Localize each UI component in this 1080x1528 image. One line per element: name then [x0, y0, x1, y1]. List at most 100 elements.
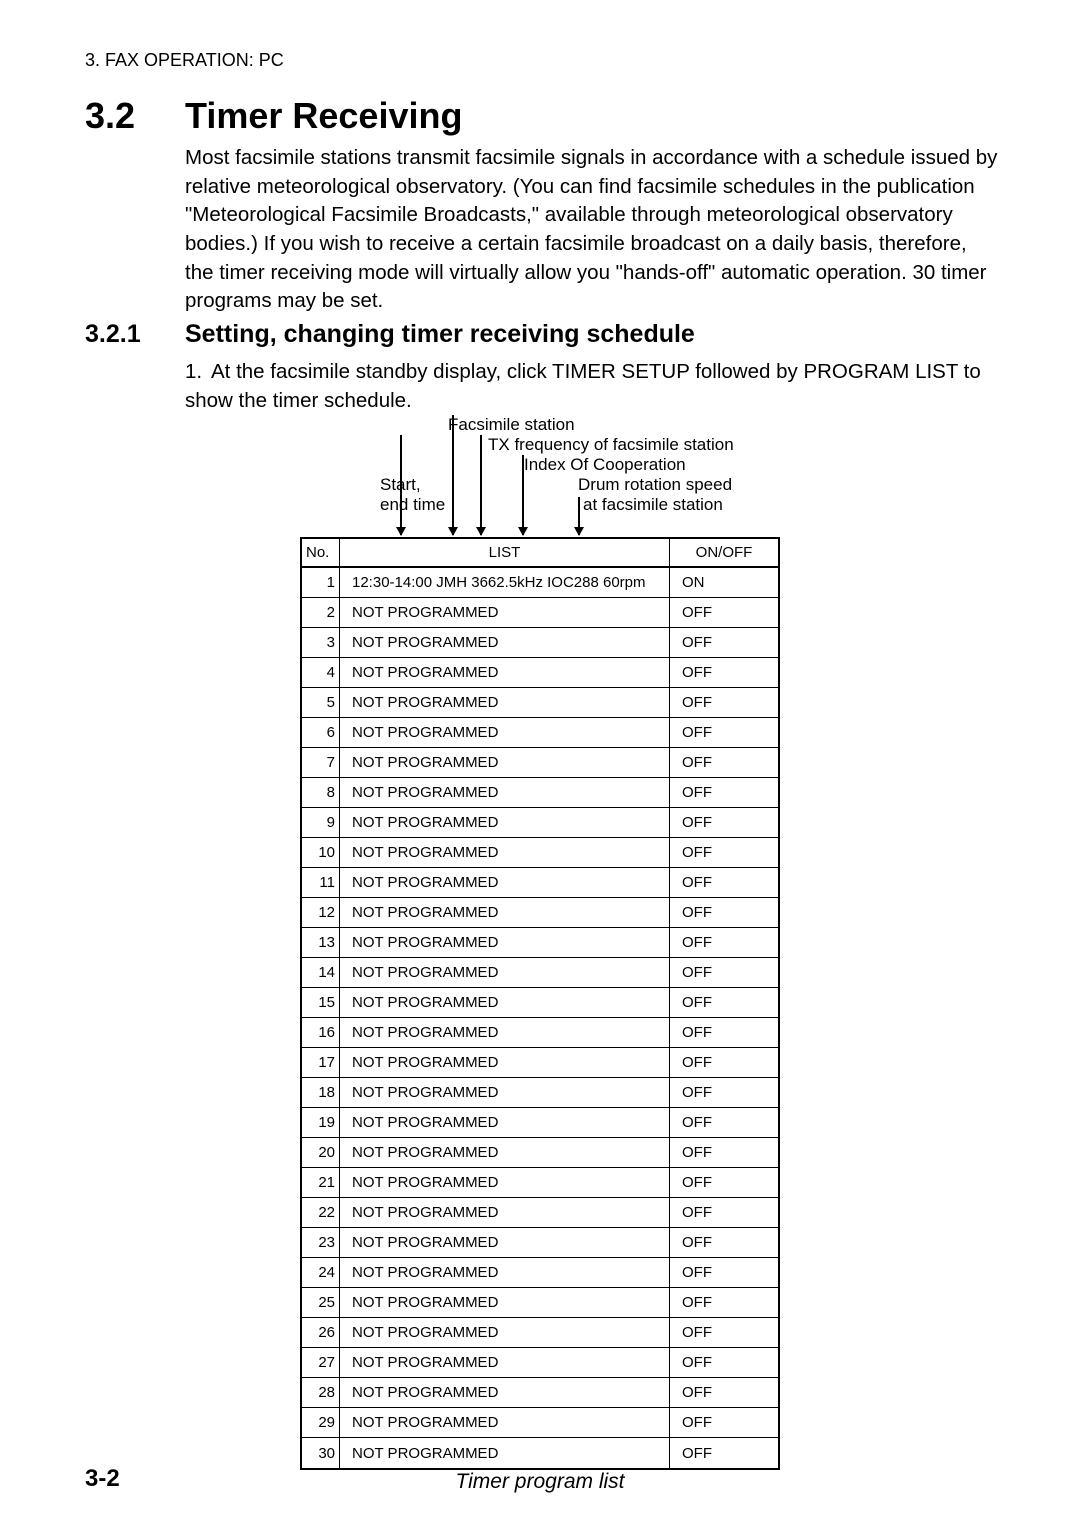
- cell-list: NOT PROGRAMMED: [340, 658, 670, 687]
- cell-list: NOT PROGRAMMED: [340, 1228, 670, 1257]
- table-row: 14NOT PROGRAMMEDOFF: [302, 958, 778, 988]
- cell-no: 26: [302, 1318, 340, 1347]
- arrow-down-icon: [400, 435, 402, 535]
- cell-no: 24: [302, 1258, 340, 1287]
- intro-paragraph: Most facsimile stations transmit facsimi…: [185, 144, 1000, 316]
- cell-no: 29: [302, 1408, 340, 1437]
- cell-list: NOT PROGRAMMED: [340, 1318, 670, 1347]
- cell-no: 30: [302, 1438, 340, 1468]
- cell-list: NOT PROGRAMMED: [340, 1108, 670, 1137]
- cell-no: 11: [302, 868, 340, 897]
- cell-list: NOT PROGRAMMED: [340, 748, 670, 777]
- cell-list: NOT PROGRAMMED: [340, 1258, 670, 1287]
- table-header-row: No. LIST ON/OFF: [302, 539, 778, 568]
- table-row: 18NOT PROGRAMMEDOFF: [302, 1078, 778, 1108]
- cell-onoff: OFF: [670, 808, 778, 837]
- table-row: 16NOT PROGRAMMEDOFF: [302, 1018, 778, 1048]
- cell-no: 12: [302, 898, 340, 927]
- arrow-down-icon: [480, 435, 482, 535]
- cell-list: 12:30-14:00 JMH 3662.5kHz IOC288 60rpm: [340, 568, 670, 597]
- cell-onoff: OFF: [670, 748, 778, 777]
- cell-list: NOT PROGRAMMED: [340, 838, 670, 867]
- cell-no: 10: [302, 838, 340, 867]
- label-end-time: end time: [380, 495, 445, 515]
- cell-list: NOT PROGRAMMED: [340, 1168, 670, 1197]
- cell-list: NOT PROGRAMMED: [340, 1078, 670, 1107]
- cell-no: 14: [302, 958, 340, 987]
- header-list: LIST: [340, 539, 670, 566]
- cell-onoff: OFF: [670, 1408, 778, 1437]
- cell-onoff: OFF: [670, 1198, 778, 1227]
- cell-no: 8: [302, 778, 340, 807]
- cell-no: 5: [302, 688, 340, 717]
- table-row: 28NOT PROGRAMMEDOFF: [302, 1378, 778, 1408]
- label-facsimile-station: Facsimile station: [448, 415, 575, 435]
- step-1-text: At the facsimile standby display, click …: [185, 360, 981, 412]
- table-row: 27NOT PROGRAMMEDOFF: [302, 1348, 778, 1378]
- table-row: 24NOT PROGRAMMEDOFF: [302, 1258, 778, 1288]
- cell-onoff: OFF: [670, 598, 778, 627]
- table-row: 7NOT PROGRAMMEDOFF: [302, 748, 778, 778]
- cell-no: 19: [302, 1108, 340, 1137]
- step-1: 1.At the facsimile standby display, clic…: [185, 358, 1000, 415]
- cell-no: 4: [302, 658, 340, 687]
- cell-list: NOT PROGRAMMED: [340, 598, 670, 627]
- cell-list: NOT PROGRAMMED: [340, 778, 670, 807]
- cell-no: 13: [302, 928, 340, 957]
- cell-no: 1: [302, 568, 340, 597]
- cell-list: NOT PROGRAMMED: [340, 928, 670, 957]
- table-row: 20NOT PROGRAMMEDOFF: [302, 1138, 778, 1168]
- cell-onoff: OFF: [670, 1168, 778, 1197]
- cell-no: 17: [302, 1048, 340, 1077]
- cell-list: NOT PROGRAMMED: [340, 1138, 670, 1167]
- arrow-down-icon: [522, 455, 524, 535]
- cell-onoff: OFF: [670, 898, 778, 927]
- label-at-facsimile: at facsimile station: [583, 495, 723, 515]
- cell-list: NOT PROGRAMMED: [340, 1048, 670, 1077]
- cell-no: 6: [302, 718, 340, 747]
- table-row: 17NOT PROGRAMMEDOFF: [302, 1048, 778, 1078]
- cell-onoff: OFF: [670, 988, 778, 1017]
- table-row: 22NOT PROGRAMMEDOFF: [302, 1198, 778, 1228]
- cell-list: NOT PROGRAMMED: [340, 688, 670, 717]
- table-row: 9NOT PROGRAMMEDOFF: [302, 808, 778, 838]
- cell-no: 27: [302, 1348, 340, 1377]
- table-row: 21NOT PROGRAMMEDOFF: [302, 1168, 778, 1198]
- cell-onoff: OFF: [670, 1348, 778, 1377]
- page-header: 3. FAX OPERATION: PC: [85, 50, 284, 71]
- timer-program-table: No. LIST ON/OFF 112:30-14:00 JMH 3662.5k…: [300, 537, 780, 1470]
- cell-onoff: OFF: [670, 1378, 778, 1407]
- cell-no: 7: [302, 748, 340, 777]
- label-tx-frequency: TX frequency of facsimile station: [488, 435, 734, 455]
- table-row: 8NOT PROGRAMMEDOFF: [302, 778, 778, 808]
- cell-no: 9: [302, 808, 340, 837]
- subsection-number: 3.2.1: [85, 320, 141, 349]
- cell-list: NOT PROGRAMMED: [340, 1288, 670, 1317]
- cell-no: 28: [302, 1378, 340, 1407]
- cell-no: 25: [302, 1288, 340, 1317]
- label-drum-speed: Drum rotation speed: [578, 475, 732, 495]
- table-row: 13NOT PROGRAMMEDOFF: [302, 928, 778, 958]
- header-no: No.: [302, 539, 340, 566]
- table-row: 3NOT PROGRAMMEDOFF: [302, 628, 778, 658]
- subsection-title: Setting, changing timer receiving schedu…: [185, 320, 695, 349]
- cell-no: 21: [302, 1168, 340, 1197]
- cell-onoff: OFF: [670, 958, 778, 987]
- table-row: 6NOT PROGRAMMEDOFF: [302, 718, 778, 748]
- table-row: 5NOT PROGRAMMEDOFF: [302, 688, 778, 718]
- table-row: 4NOT PROGRAMMEDOFF: [302, 658, 778, 688]
- table-row: 12NOT PROGRAMMEDOFF: [302, 898, 778, 928]
- arrow-down-icon: [452, 415, 454, 535]
- section-number: 3.2: [85, 95, 135, 137]
- table-caption: Timer program list: [300, 1470, 780, 1494]
- cell-list: NOT PROGRAMMED: [340, 628, 670, 657]
- cell-no: 22: [302, 1198, 340, 1227]
- cell-no: 2: [302, 598, 340, 627]
- cell-list: NOT PROGRAMMED: [340, 988, 670, 1017]
- table-row: 112:30-14:00 JMH 3662.5kHz IOC288 60rpmO…: [302, 568, 778, 598]
- cell-list: NOT PROGRAMMED: [340, 808, 670, 837]
- cell-onoff: OFF: [670, 1018, 778, 1047]
- cell-onoff: OFF: [670, 1138, 778, 1167]
- cell-list: NOT PROGRAMMED: [340, 868, 670, 897]
- table-row: 30NOT PROGRAMMEDOFF: [302, 1438, 778, 1468]
